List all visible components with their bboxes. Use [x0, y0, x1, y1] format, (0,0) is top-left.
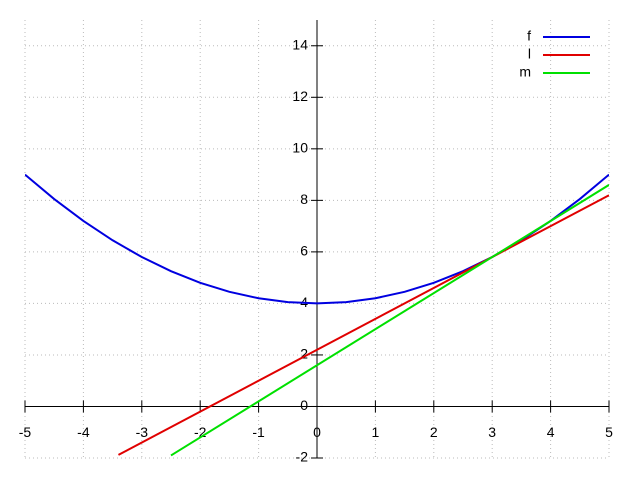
x-tick-label: 5 [605, 424, 613, 440]
x-tick-label: -1 [252, 424, 265, 440]
y-tick-label: -2 [296, 449, 309, 465]
y-tick-label: 2 [300, 346, 308, 362]
legend-label: m [519, 64, 531, 80]
y-tick-label: 12 [292, 88, 308, 104]
x-tick-label: -3 [136, 424, 149, 440]
y-tick-label: 14 [292, 36, 308, 52]
x-tick-label: 4 [547, 424, 555, 440]
x-tick-label: -5 [19, 424, 32, 440]
x-tick-label: 2 [430, 424, 438, 440]
series-line [170, 184, 609, 457]
legend-label: f [527, 28, 531, 44]
x-tick-label: -4 [77, 424, 90, 440]
y-tick-label: 6 [300, 243, 308, 259]
legend-label: l [528, 46, 531, 62]
x-tick-label: 1 [372, 424, 380, 440]
series-line [117, 194, 609, 456]
y-tick-label: 8 [300, 191, 308, 207]
y-tick-label: 0 [300, 397, 308, 413]
x-tick-label: 3 [488, 424, 496, 440]
y-tick-label: 10 [292, 140, 308, 156]
